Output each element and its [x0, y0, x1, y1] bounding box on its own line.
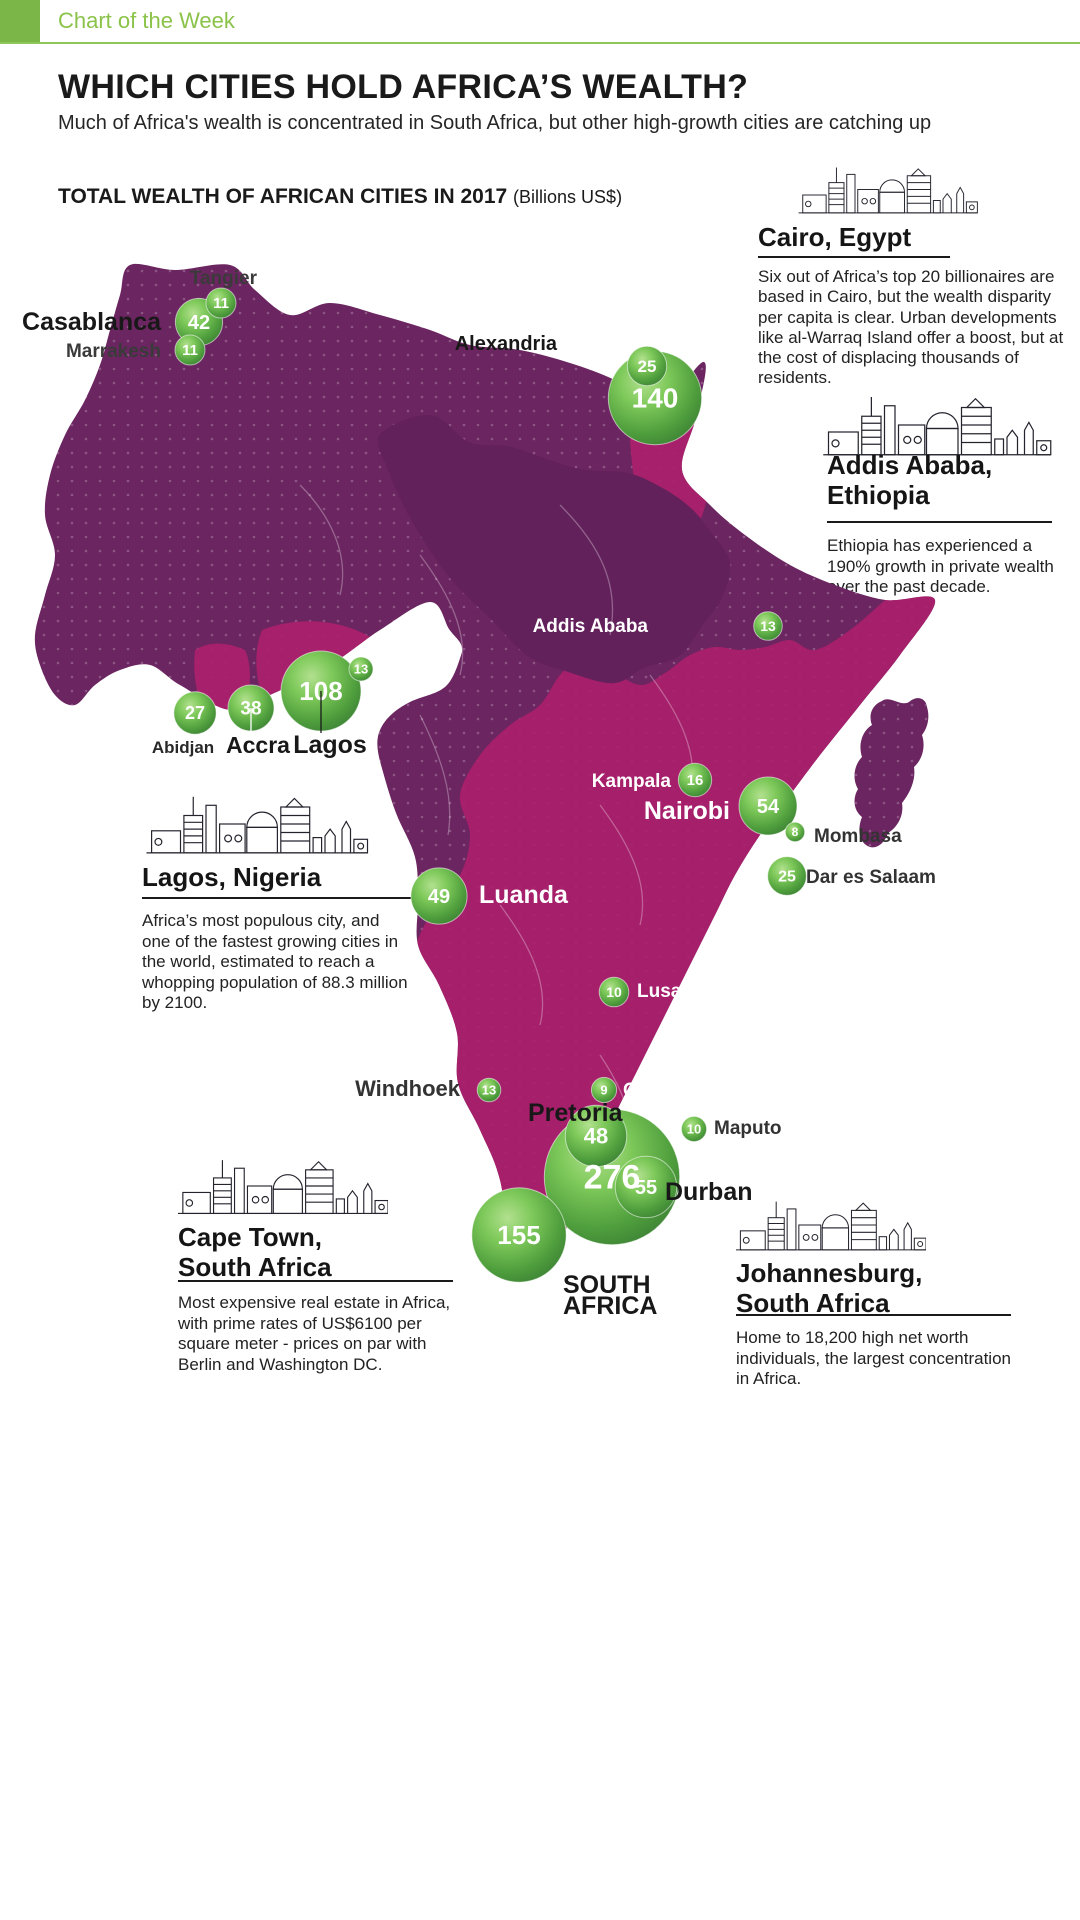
svg-text:Gaborone: Gaborone	[623, 1080, 713, 1101]
svg-text:Alexandria: Alexandria	[455, 333, 558, 355]
svg-text:49: 49	[428, 886, 450, 908]
svg-text:Dar es Salaam: Dar es Salaam	[806, 867, 936, 888]
svg-text:Casablanca: Casablanca	[22, 308, 162, 336]
svg-text:25: 25	[778, 868, 796, 885]
svg-text:13: 13	[482, 1082, 496, 1097]
svg-text:42: 42	[188, 312, 210, 334]
svg-text:Lagos: Lagos	[293, 731, 367, 759]
svg-text:48: 48	[584, 1123, 608, 1148]
svg-text:140: 140	[632, 383, 679, 414]
svg-text:Abuja: Abuja	[399, 658, 452, 679]
svg-text:Marrakesh: Marrakesh	[66, 341, 161, 362]
svg-text:9: 9	[600, 1082, 607, 1097]
svg-text:Mombasa: Mombasa	[814, 826, 902, 847]
svg-text:55: 55	[635, 1177, 657, 1199]
svg-text:Pretoria: Pretoria	[528, 1099, 624, 1127]
svg-text:27: 27	[185, 703, 205, 723]
svg-text:8: 8	[792, 825, 799, 839]
svg-text:Nairobi: Nairobi	[644, 797, 730, 825]
svg-text:Addis Ababa: Addis Ababa	[533, 616, 649, 637]
svg-text:Maputo: Maputo	[714, 1118, 782, 1139]
svg-text:25: 25	[638, 357, 657, 376]
svg-text:AFRICA: AFRICA	[563, 1292, 657, 1320]
svg-text:Kampala: Kampala	[592, 771, 672, 792]
svg-text:13: 13	[760, 618, 776, 634]
svg-text:Lusaka: Lusaka	[637, 981, 703, 1002]
svg-text:Durban: Durban	[665, 1178, 753, 1206]
svg-text:Abidjan: Abidjan	[152, 738, 214, 757]
svg-text:Accra: Accra	[226, 732, 290, 758]
svg-text:Luanda: Luanda	[479, 881, 569, 909]
svg-text:11: 11	[213, 295, 229, 312]
svg-text:10: 10	[606, 984, 622, 1000]
svg-text:13: 13	[354, 661, 368, 676]
svg-text:155: 155	[497, 1220, 540, 1250]
svg-text:276: 276	[584, 1159, 641, 1197]
svg-text:16: 16	[687, 772, 704, 789]
svg-text:11: 11	[182, 342, 198, 359]
svg-text:Tangier: Tangier	[190, 268, 258, 289]
svg-text:10: 10	[687, 1121, 701, 1136]
svg-text:Windhoek: Windhoek	[355, 1076, 461, 1101]
svg-text:54: 54	[757, 796, 780, 818]
